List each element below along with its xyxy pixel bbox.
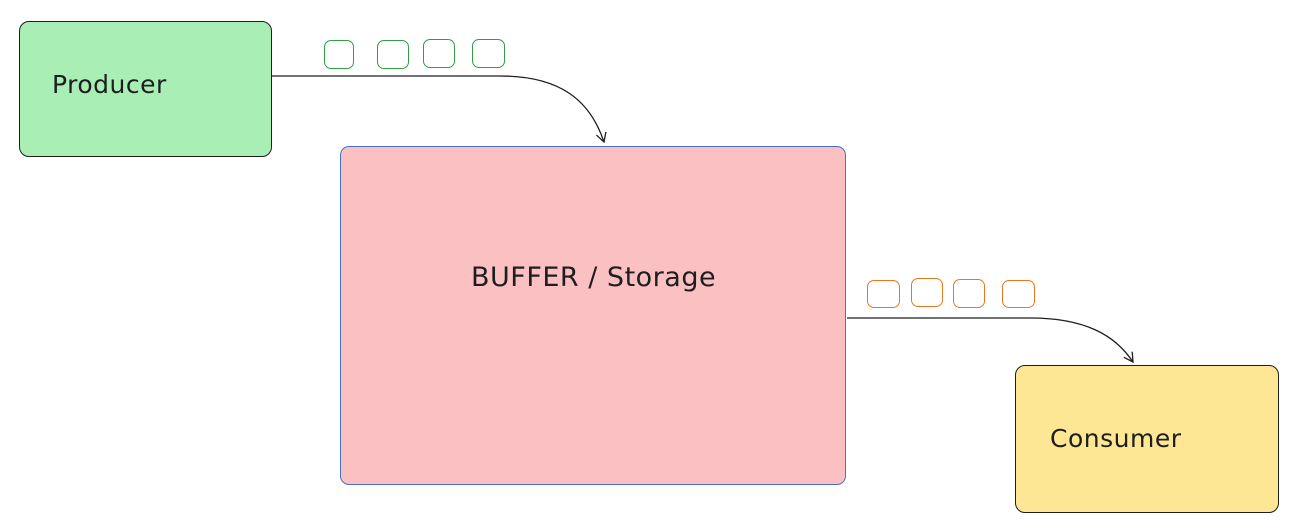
consumer-label: Consumer — [1050, 424, 1182, 453]
buffer-storage-node[interactable]: BUFFER / Storage — [340, 146, 846, 485]
producer-label: Producer — [52, 70, 167, 99]
produced-message-token — [472, 39, 505, 68]
consumed-message-token — [867, 280, 900, 308]
producer-node[interactable]: Producer — [19, 21, 272, 157]
buffer-storage-label: BUFFER / Storage — [471, 262, 717, 293]
arrow-producer-to-buffer — [272, 75, 607, 144]
consumed-message-token — [953, 279, 985, 308]
arrow-buffer-to-consumer — [847, 317, 1134, 364]
produced-message-token — [423, 39, 455, 68]
consumed-message-token — [1002, 280, 1035, 308]
produced-message-token — [324, 40, 354, 69]
consumed-message-token — [911, 278, 943, 307]
produced-message-token — [377, 40, 409, 69]
consumer-node[interactable]: Consumer — [1015, 365, 1279, 513]
